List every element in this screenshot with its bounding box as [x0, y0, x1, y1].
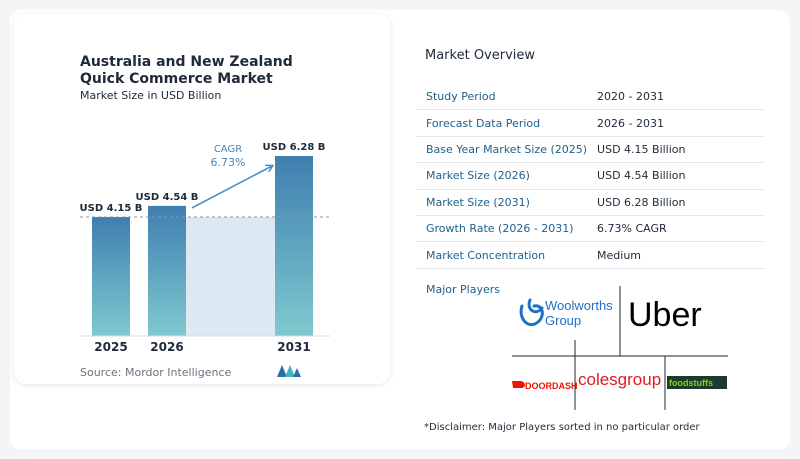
- doordash-logo: DOORDASH: [512, 381, 578, 391]
- doordash-text: DOORDASH: [525, 381, 578, 391]
- foodstuffs-logo: foodstuffs: [667, 376, 727, 389]
- bar: [92, 217, 130, 336]
- overview-key: Growth Rate (2026 - 2031): [416, 215, 588, 243]
- bar-value-label: USD 6.28 B: [263, 142, 326, 153]
- overview-key: Base Year Market Size (2025): [416, 136, 588, 164]
- bar: [275, 156, 313, 336]
- overview-row: Study Period 2020 - 2031: [416, 84, 764, 111]
- cagr-value: 6.73%: [211, 156, 246, 169]
- overview-row: Market Concentration Medium: [416, 241, 764, 269]
- major-players-label: Major Players: [426, 283, 500, 296]
- overview-row: Growth Rate (2026 - 2031) 6.73% CAGR: [416, 215, 764, 243]
- overview-value: Medium: [587, 241, 764, 269]
- mordor-logo-icon: [277, 365, 301, 377]
- cagr-arrow: [191, 166, 272, 209]
- overview-title: Market Overview: [425, 48, 536, 63]
- chart-subtitle: Market Size in USD Billion: [80, 89, 222, 102]
- overview-value: USD 4.15 Billion: [587, 136, 764, 164]
- overview-key: Market Concentration: [416, 241, 588, 269]
- overview-key: Forecast Data Period: [416, 109, 588, 137]
- bar-value-label: USD 4.15 B: [80, 203, 143, 214]
- uber-logo: Uber: [628, 296, 702, 334]
- bar: [148, 205, 186, 336]
- foodstuffs-text: foodstuffs: [669, 378, 713, 388]
- overview-row: Market Size (2031) USD 6.28 Billion: [416, 189, 764, 216]
- x-tick-label: 2025: [94, 340, 127, 354]
- overview-value: USD 6.28 Billion: [587, 189, 764, 216]
- overview-key: Market Size (2031): [416, 189, 588, 216]
- woolworths-line2: Group: [545, 313, 581, 328]
- overview-row: Market Size (2026) USD 4.54 Billion: [416, 162, 764, 190]
- overview-key: Study Period: [416, 84, 588, 111]
- disclaimer: *Disclaimer: Major Players sorted in no …: [424, 422, 700, 433]
- source-text: Source: Mordor Intelligence: [80, 366, 232, 379]
- x-tick-label: 2031: [277, 340, 310, 354]
- overview-key: Market Size (2026): [416, 162, 588, 190]
- overview-value: 2026 - 2031: [587, 109, 764, 137]
- woolworths-logo: Woolworths Group: [519, 298, 613, 328]
- overview-value: 6.73% CAGR: [587, 215, 764, 243]
- bar-value-label: USD 4.54 B: [136, 192, 199, 203]
- x-tick-label: 2026: [150, 340, 183, 354]
- coles-logo: colesgroup: [578, 370, 661, 389]
- overview-value: USD 4.54 Billion: [587, 162, 764, 190]
- chart-title: Australia and New Zealand Quick Commerce…: [80, 54, 293, 87]
- growth-band: [186, 217, 275, 336]
- overview-row: Forecast Data Period 2026 - 2031: [416, 109, 764, 137]
- overview-row: Base Year Market Size (2025) USD 4.15 Bil…: [416, 136, 764, 164]
- cagr-label: CAGR: [214, 144, 242, 155]
- overview-table: Study Period 2020 - 2031 Forecast Data Per…: [416, 84, 764, 269]
- woolworths-line1: Woolworths: [545, 298, 613, 313]
- overview-value: 2020 - 2031: [587, 84, 764, 111]
